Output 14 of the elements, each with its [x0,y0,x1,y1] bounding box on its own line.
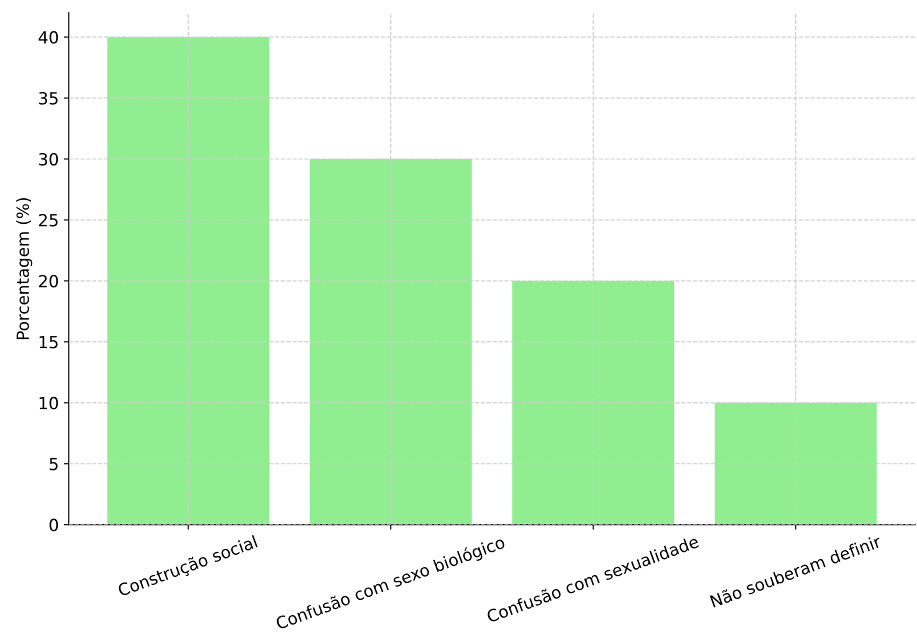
y-tick-label: 0 [50,518,58,532]
y-tick-label: 10 [40,396,58,410]
y-tick-label: 40 [38,31,58,44]
bar [310,159,472,525]
y-tick-label: 30 [39,152,58,166]
y-axis-title: Porcentagem (%) [16,198,32,340]
bar [512,280,674,525]
y-tick-label: 25 [39,214,58,227]
bar [714,402,877,525]
y-tick-label: 35 [39,92,58,105]
y-tick-label: 5 [50,458,58,470]
y-tick-label: 15 [40,336,58,348]
bar [107,37,270,525]
y-tick-label: 20 [39,274,58,288]
